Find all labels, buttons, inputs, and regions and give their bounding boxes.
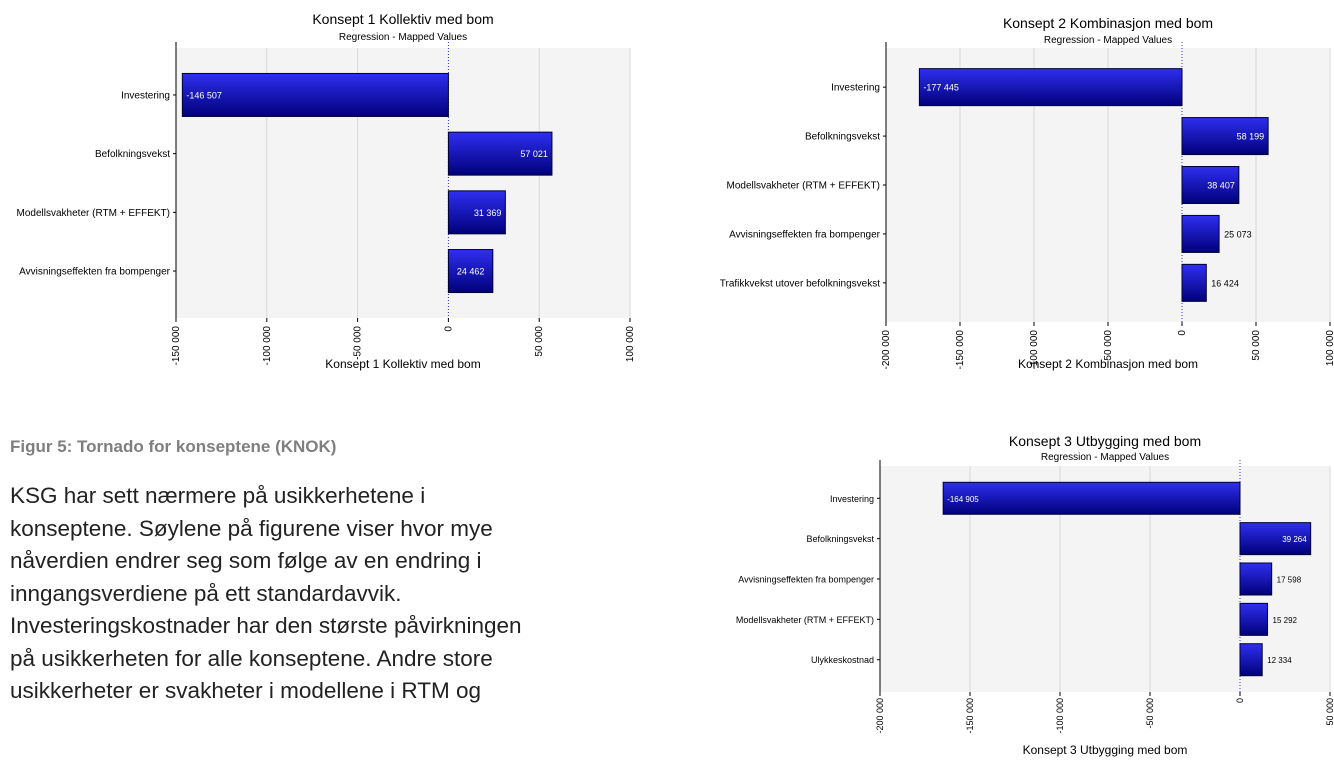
- bar: [1181, 166, 1240, 204]
- x-tick-label: -100 000: [1055, 698, 1065, 734]
- x-tick-label: 100 000: [625, 326, 636, 363]
- x-tick-label: 50 000: [534, 326, 545, 357]
- x-tick-label: -150 000: [171, 326, 182, 366]
- bar: [1239, 562, 1273, 596]
- chart-konsept-1: -150 000 -100 000 -50 000 0 50 000 100 000 Inv…: [0, 8, 640, 383]
- category-label: Modellsvakheter (RTM + EFFEKT): [17, 208, 170, 219]
- x-tick-label: -50 000: [353, 326, 364, 360]
- chart-konsept-3-svg: -200 000 -150 000 -100 000 -50 000 0 50 000 In…: [736, 433, 1334, 757]
- chart-subtitle: Regression - Mapped Values: [1044, 35, 1172, 46]
- bar: [447, 249, 494, 294]
- x-tick-label: -100 000: [1029, 330, 1040, 370]
- category-label: Avvisningseffekten fra bompenger: [738, 575, 874, 585]
- chart-konsept-2: -200 000 -150 000 -100 000 -50 000 0 50 000 10…: [690, 10, 1334, 380]
- category-label: Modellsvakheter (RTM + EFFEKT): [736, 615, 874, 625]
- value-label: -177 445: [923, 83, 959, 93]
- bar: [1239, 522, 1312, 556]
- body-paragraph: KSG har sett nærmere på usikkerhetene i …: [10, 483, 522, 703]
- bar: [1239, 602, 1269, 636]
- x-tick-label: -150 000: [965, 698, 975, 734]
- bar: [447, 190, 506, 235]
- figure-caption: Figur 5: Tornado for konseptene (KNOK): [10, 437, 337, 456]
- chart-konsept-2-svg: -200 000 -150 000 -100 000 -50 000 0 50 000 10…: [720, 15, 1334, 371]
- category-label: Trafikkvekst utover befolkningsvekst: [720, 278, 880, 289]
- x-tick-label: -50 000: [1145, 698, 1155, 729]
- x-tick-label: -200 000: [875, 698, 885, 734]
- bar: [1181, 263, 1207, 302]
- x-tick-label: -100 000: [262, 326, 273, 366]
- bar: [447, 131, 553, 176]
- x-tick-label: 50 000: [1325, 698, 1334, 726]
- x-tick-label: 0: [443, 326, 454, 332]
- bar: [1239, 643, 1263, 677]
- value-label: 38 407: [1207, 181, 1235, 191]
- chart-title: Konsept 1 Kollektiv med bom: [312, 11, 493, 27]
- chart-subtitle: Regression - Mapped Values: [339, 32, 467, 43]
- category-label: Avvisningseffekten fra bompenger: [19, 267, 171, 278]
- value-label: 17 598: [1277, 576, 1302, 585]
- chart-title: Konsept 3 Utbygging med bom: [1009, 433, 1201, 449]
- value-label: 15 292: [1273, 616, 1298, 625]
- category-label: Befolkningsvekst: [805, 132, 880, 143]
- bar: [1181, 117, 1269, 156]
- x-tick-label: 100 000: [1325, 330, 1334, 367]
- chart-konsept-1-svg: -150 000 -100 000 -50 000 0 50 000 100 000 Inv…: [17, 11, 636, 371]
- category-label: Investering: [831, 83, 880, 94]
- value-label: 57 021: [520, 149, 548, 159]
- x-tick-label: -50 000: [1103, 330, 1114, 364]
- category-label: Befolkningsvekst: [95, 149, 170, 160]
- bar: [1181, 214, 1220, 253]
- bar: [942, 481, 1241, 515]
- category-label: Investering: [121, 90, 170, 101]
- x-axis-label: Konsept 3 Utbygging med bom: [1023, 743, 1188, 757]
- chart-title: Konsept 2 Kombinasjon med bom: [1003, 15, 1213, 31]
- value-label: -164 905: [947, 495, 979, 504]
- value-label: 58 199: [1237, 132, 1265, 142]
- value-label: -146 507: [186, 90, 222, 100]
- x-tick-label: 0: [1235, 698, 1245, 703]
- value-label: 39 264: [1282, 535, 1307, 544]
- value-label: 16 424: [1211, 278, 1239, 288]
- x-tick-label: -150 000: [955, 330, 966, 370]
- x-tick-label: 0: [1177, 330, 1188, 336]
- category-label: Ulykkeskostnad: [811, 655, 874, 665]
- value-label: 24 462: [457, 267, 485, 277]
- category-label: Befolkningsvekst: [806, 534, 874, 544]
- category-label: Modellsvakheter (RTM + EFFEKT): [727, 181, 880, 192]
- bar: [181, 72, 449, 117]
- x-axis-label: Konsept 1 Kollektiv med bom: [325, 357, 480, 371]
- x-axis-label: Konsept 2 Kombinasjon med bom: [1018, 357, 1198, 371]
- category-label: Investering: [830, 494, 874, 504]
- value-label: 31 369: [474, 208, 502, 218]
- x-tick-label: -200 000: [881, 330, 892, 370]
- chart-subtitle: Regression - Mapped Values: [1041, 452, 1169, 463]
- value-label: 12 334: [1267, 656, 1292, 665]
- bar: [918, 68, 1183, 107]
- x-tick-label: 50 000: [1251, 330, 1262, 361]
- category-label: Avvisningseffekten fra bompenger: [729, 229, 881, 240]
- chart-konsept-3: -200 000 -150 000 -100 000 -50 000 0 50 000 In…: [690, 430, 1334, 768]
- value-label: 25 073: [1224, 229, 1252, 239]
